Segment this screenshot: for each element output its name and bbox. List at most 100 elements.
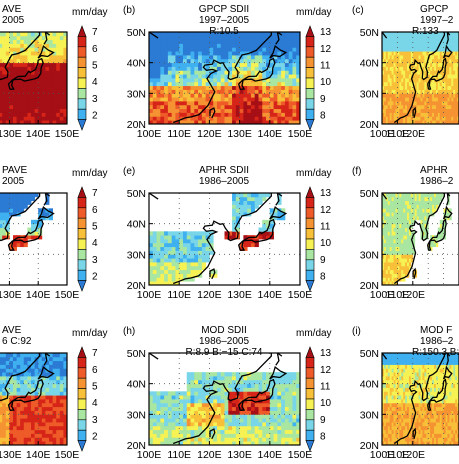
- panel-label: (f): [352, 166, 361, 177]
- field-cell: [20, 243, 24, 247]
- field-cell: [281, 36, 285, 40]
- field-cell: [187, 258, 191, 262]
- field-cell: [243, 208, 247, 212]
- field-cell: [232, 44, 236, 48]
- field-cell: [255, 113, 259, 117]
- field-cell: [31, 86, 35, 90]
- field-cell: [157, 243, 161, 247]
- field-cell: [38, 40, 42, 44]
- field-cell: [183, 63, 187, 67]
- field-cell: [17, 201, 21, 205]
- field-cell: [24, 105, 28, 109]
- field-cell: [49, 90, 53, 94]
- field-cell: [277, 97, 281, 101]
- field-cell: [179, 243, 183, 247]
- field-cell: [232, 55, 236, 59]
- field-cell: [45, 434, 49, 438]
- field-cell: [164, 97, 168, 101]
- field-cell: [172, 243, 176, 247]
- field-cell: [17, 407, 21, 411]
- field-cell: [2, 51, 6, 55]
- field-cell: [160, 70, 164, 74]
- field-cell: [213, 47, 217, 51]
- field-cell: [9, 67, 13, 71]
- field-cell: [251, 116, 255, 120]
- field-cell: [157, 266, 161, 270]
- field-cell: [274, 78, 278, 82]
- field-cell: [270, 105, 274, 109]
- field-cell: [251, 101, 255, 105]
- field-cell: [2, 411, 6, 415]
- field-cell: [153, 70, 157, 74]
- field-cell: [236, 116, 240, 120]
- field-cell: [236, 51, 240, 55]
- lon-label: 140E: [26, 128, 51, 140]
- field-cell: [255, 201, 259, 205]
- field-cell: [35, 51, 39, 55]
- field-cell: [191, 93, 195, 97]
- field-cell: [258, 105, 262, 109]
- field-cell: [53, 63, 57, 67]
- field-cell: [24, 193, 28, 197]
- field-cell: [60, 55, 64, 59]
- field-cell: [258, 55, 262, 59]
- field-cell: [24, 411, 28, 415]
- field-cell: [13, 32, 17, 36]
- field-cell: [42, 70, 46, 74]
- field-cell: [149, 258, 153, 262]
- field-cell: [191, 262, 195, 266]
- field-cell: [45, 70, 49, 74]
- field-cell: [281, 105, 285, 109]
- field-cell: [247, 97, 251, 101]
- field-cell: [157, 105, 161, 109]
- field-cell: [277, 212, 281, 216]
- field-cell: [45, 67, 49, 71]
- field-cell: [149, 78, 153, 82]
- field-cell: [9, 59, 13, 63]
- field-cell: [187, 59, 191, 63]
- colorbar-cell: [306, 26, 314, 36]
- field-cell: [243, 55, 247, 59]
- field-cell: [160, 231, 164, 235]
- field-cell: [194, 105, 198, 109]
- field-cell: [179, 239, 183, 243]
- field-cell: [179, 40, 183, 44]
- precip-field-g: [0, 353, 67, 445]
- field-cell: [194, 116, 198, 120]
- field-cell: [168, 70, 172, 74]
- lon-label: 140E: [258, 289, 283, 301]
- field-cell: [24, 434, 28, 438]
- field-cell: [2, 86, 6, 90]
- field-cell: [56, 109, 60, 113]
- field-cell: [194, 266, 198, 270]
- field-cell: [194, 78, 198, 82]
- field-cell: [42, 403, 46, 407]
- field-cell: [285, 40, 289, 44]
- colorbar-unit: mm/day: [296, 7, 332, 18]
- field-cell: [198, 266, 202, 270]
- field-cell: [247, 47, 251, 51]
- field-cell: [183, 40, 187, 44]
- field-cell: [13, 63, 17, 67]
- field-cell: [27, 101, 31, 105]
- field-cell: [53, 82, 57, 86]
- colorbar-tick-label: 12: [320, 205, 332, 216]
- field-cell: [183, 262, 187, 266]
- field-cell: [160, 277, 164, 281]
- field-cell: [240, 74, 244, 78]
- field-cell: [198, 251, 202, 255]
- field-cell: [157, 113, 161, 117]
- colorbar-cell: [306, 260, 314, 270]
- field-cell: [168, 274, 172, 278]
- field-cell: [13, 70, 17, 74]
- field-cell: [17, 93, 21, 97]
- field-cell: [168, 101, 172, 105]
- field-cell: [53, 93, 57, 97]
- field-cell: [187, 67, 191, 71]
- colorbar-tick-label: 2: [92, 110, 98, 121]
- field-cell: [183, 113, 187, 117]
- field-cell: [228, 63, 232, 67]
- field-cell: [236, 40, 240, 44]
